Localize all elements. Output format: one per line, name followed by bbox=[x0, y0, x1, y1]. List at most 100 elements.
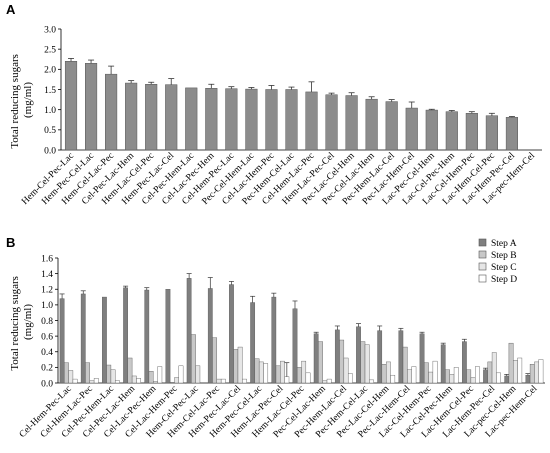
panel-a-bar bbox=[445, 111, 458, 151]
panel-b-bar bbox=[136, 378, 141, 384]
panel-b-bar bbox=[326, 378, 332, 384]
panel-b-bar bbox=[191, 334, 196, 384]
panel-b-bar bbox=[491, 352, 497, 384]
panel-a-ylabel-line1: Total reducing sugars bbox=[9, 54, 21, 149]
panel-b-bar bbox=[169, 382, 175, 384]
panel-b-ytick-label: 1.2 bbox=[41, 286, 53, 296]
legend-label: Step C bbox=[491, 263, 517, 273]
panel-a-bar bbox=[165, 84, 178, 151]
panel-b-bar bbox=[343, 357, 349, 384]
panel-b-bar bbox=[115, 380, 120, 384]
panel-b-bar bbox=[59, 298, 65, 384]
panel-b-letter: B bbox=[6, 235, 15, 250]
panel-b-bar bbox=[110, 369, 116, 384]
panel-a-letter: A bbox=[6, 2, 16, 17]
panel-a-bar bbox=[425, 109, 438, 151]
panel-b-ytick-label: 1.0 bbox=[41, 301, 53, 311]
panel-a-bar bbox=[205, 88, 218, 151]
panel-b-bar bbox=[432, 360, 438, 384]
panel-b-bar bbox=[369, 379, 374, 384]
panel-b-bar bbox=[356, 326, 361, 384]
panel-b-bar bbox=[89, 380, 95, 384]
panel-a-bar bbox=[385, 101, 398, 151]
panel-b-bar bbox=[280, 360, 285, 384]
panel-b-ylabel-line2: (mg/ml) bbox=[22, 304, 34, 340]
panel-b-bar bbox=[334, 329, 340, 384]
legend-label: Step A bbox=[491, 239, 517, 249]
panel-b-bar bbox=[258, 361, 264, 384]
panel-b: B Total reducing sugars (mg/ml) 0.0 0.2 0.… bbox=[6, 235, 545, 440]
panel-b-bar bbox=[131, 375, 137, 384]
panel-b-bar bbox=[487, 361, 493, 384]
panel-b-bar bbox=[186, 278, 192, 384]
panel-b-bar bbox=[220, 378, 226, 384]
panel-a-bar bbox=[325, 94, 338, 151]
panel-a-ylabel-line2: (mg/ml) bbox=[22, 82, 34, 118]
panel-b-bar bbox=[381, 364, 387, 384]
panel-b-bar bbox=[538, 359, 544, 384]
panel-b-bar bbox=[453, 367, 459, 384]
panel-b-bar bbox=[271, 296, 277, 384]
panel-b-ytick-label: 0.0 bbox=[41, 379, 53, 389]
panel-a-bar bbox=[465, 113, 478, 151]
panel-b-bar bbox=[123, 287, 128, 384]
panel-b-bar bbox=[102, 296, 107, 384]
panel-b-ytick-label: 1.6 bbox=[41, 254, 53, 264]
panel-b-bar bbox=[462, 341, 467, 384]
panel-b-bar bbox=[466, 369, 472, 384]
panel-b-bar bbox=[275, 365, 281, 384]
panel-b-bar bbox=[322, 380, 328, 384]
legend-swatch bbox=[478, 262, 487, 271]
panel-b-ytick-label: 0.2 bbox=[41, 364, 53, 374]
panel-a-bar bbox=[225, 88, 238, 151]
panel-b-ytick-label: 1.4 bbox=[41, 270, 53, 280]
panel-a-bar bbox=[365, 98, 378, 151]
panel-b-bar bbox=[212, 337, 218, 384]
panel-b-bar bbox=[72, 378, 78, 384]
panel-a-ylabel: Total reducing sugars (mg/ml) bbox=[9, 51, 34, 148]
panel-a-bar bbox=[185, 87, 198, 151]
legend-swatch bbox=[478, 274, 487, 283]
panel-b-bar bbox=[165, 289, 171, 384]
panel-b-ytick-label: 0.4 bbox=[41, 348, 53, 358]
legend-label: Step B bbox=[491, 251, 517, 261]
panel-b-bar bbox=[483, 369, 488, 384]
panel-b-bar bbox=[424, 362, 429, 384]
panel-b-bar bbox=[93, 378, 99, 384]
panel-a-bar bbox=[145, 84, 158, 151]
panel-a-bar bbox=[64, 61, 78, 151]
panel-b-bar bbox=[525, 374, 531, 384]
panel-b-bar bbox=[195, 365, 201, 384]
panel-b-bar bbox=[440, 344, 446, 384]
panel-a-bar bbox=[85, 63, 98, 151]
panel-a-bar bbox=[265, 89, 278, 151]
panel-b-bar bbox=[254, 358, 260, 384]
panel-a-ytick-label: 2.5 bbox=[44, 45, 56, 55]
panel-b-bar bbox=[216, 378, 222, 384]
panel-b-bar bbox=[390, 374, 396, 384]
panel-a-ytick-label: 3.0 bbox=[44, 25, 56, 35]
panel-b-ytick-label: 0.8 bbox=[41, 317, 53, 327]
panel-b-bar bbox=[296, 367, 302, 384]
panel-b-bar bbox=[496, 372, 501, 384]
panel-b-legend: Step A Step B Step C Step D bbox=[478, 238, 517, 285]
panel-b-bar bbox=[347, 373, 353, 384]
panel-b-bar bbox=[153, 381, 158, 384]
panel-b-bar bbox=[292, 308, 298, 384]
panel-b-bar bbox=[178, 365, 184, 384]
legend-swatch bbox=[478, 238, 487, 247]
panel-b-bar bbox=[301, 360, 307, 384]
panel-a-bar bbox=[285, 89, 298, 151]
panel-b-bar bbox=[207, 288, 213, 384]
panel-b-bar bbox=[339, 339, 345, 384]
panel-a-ytick-label: 0.5 bbox=[44, 126, 56, 136]
panel-b-bar bbox=[398, 330, 404, 384]
panel-a-bar bbox=[345, 95, 358, 151]
panel-a-bars bbox=[64, 58, 518, 151]
panel-b-bar bbox=[517, 357, 523, 384]
panel-b-bar bbox=[250, 302, 256, 384]
panel-b-bar bbox=[364, 344, 370, 384]
panel-b-bar bbox=[504, 375, 510, 384]
panel-b-bar bbox=[64, 362, 69, 384]
